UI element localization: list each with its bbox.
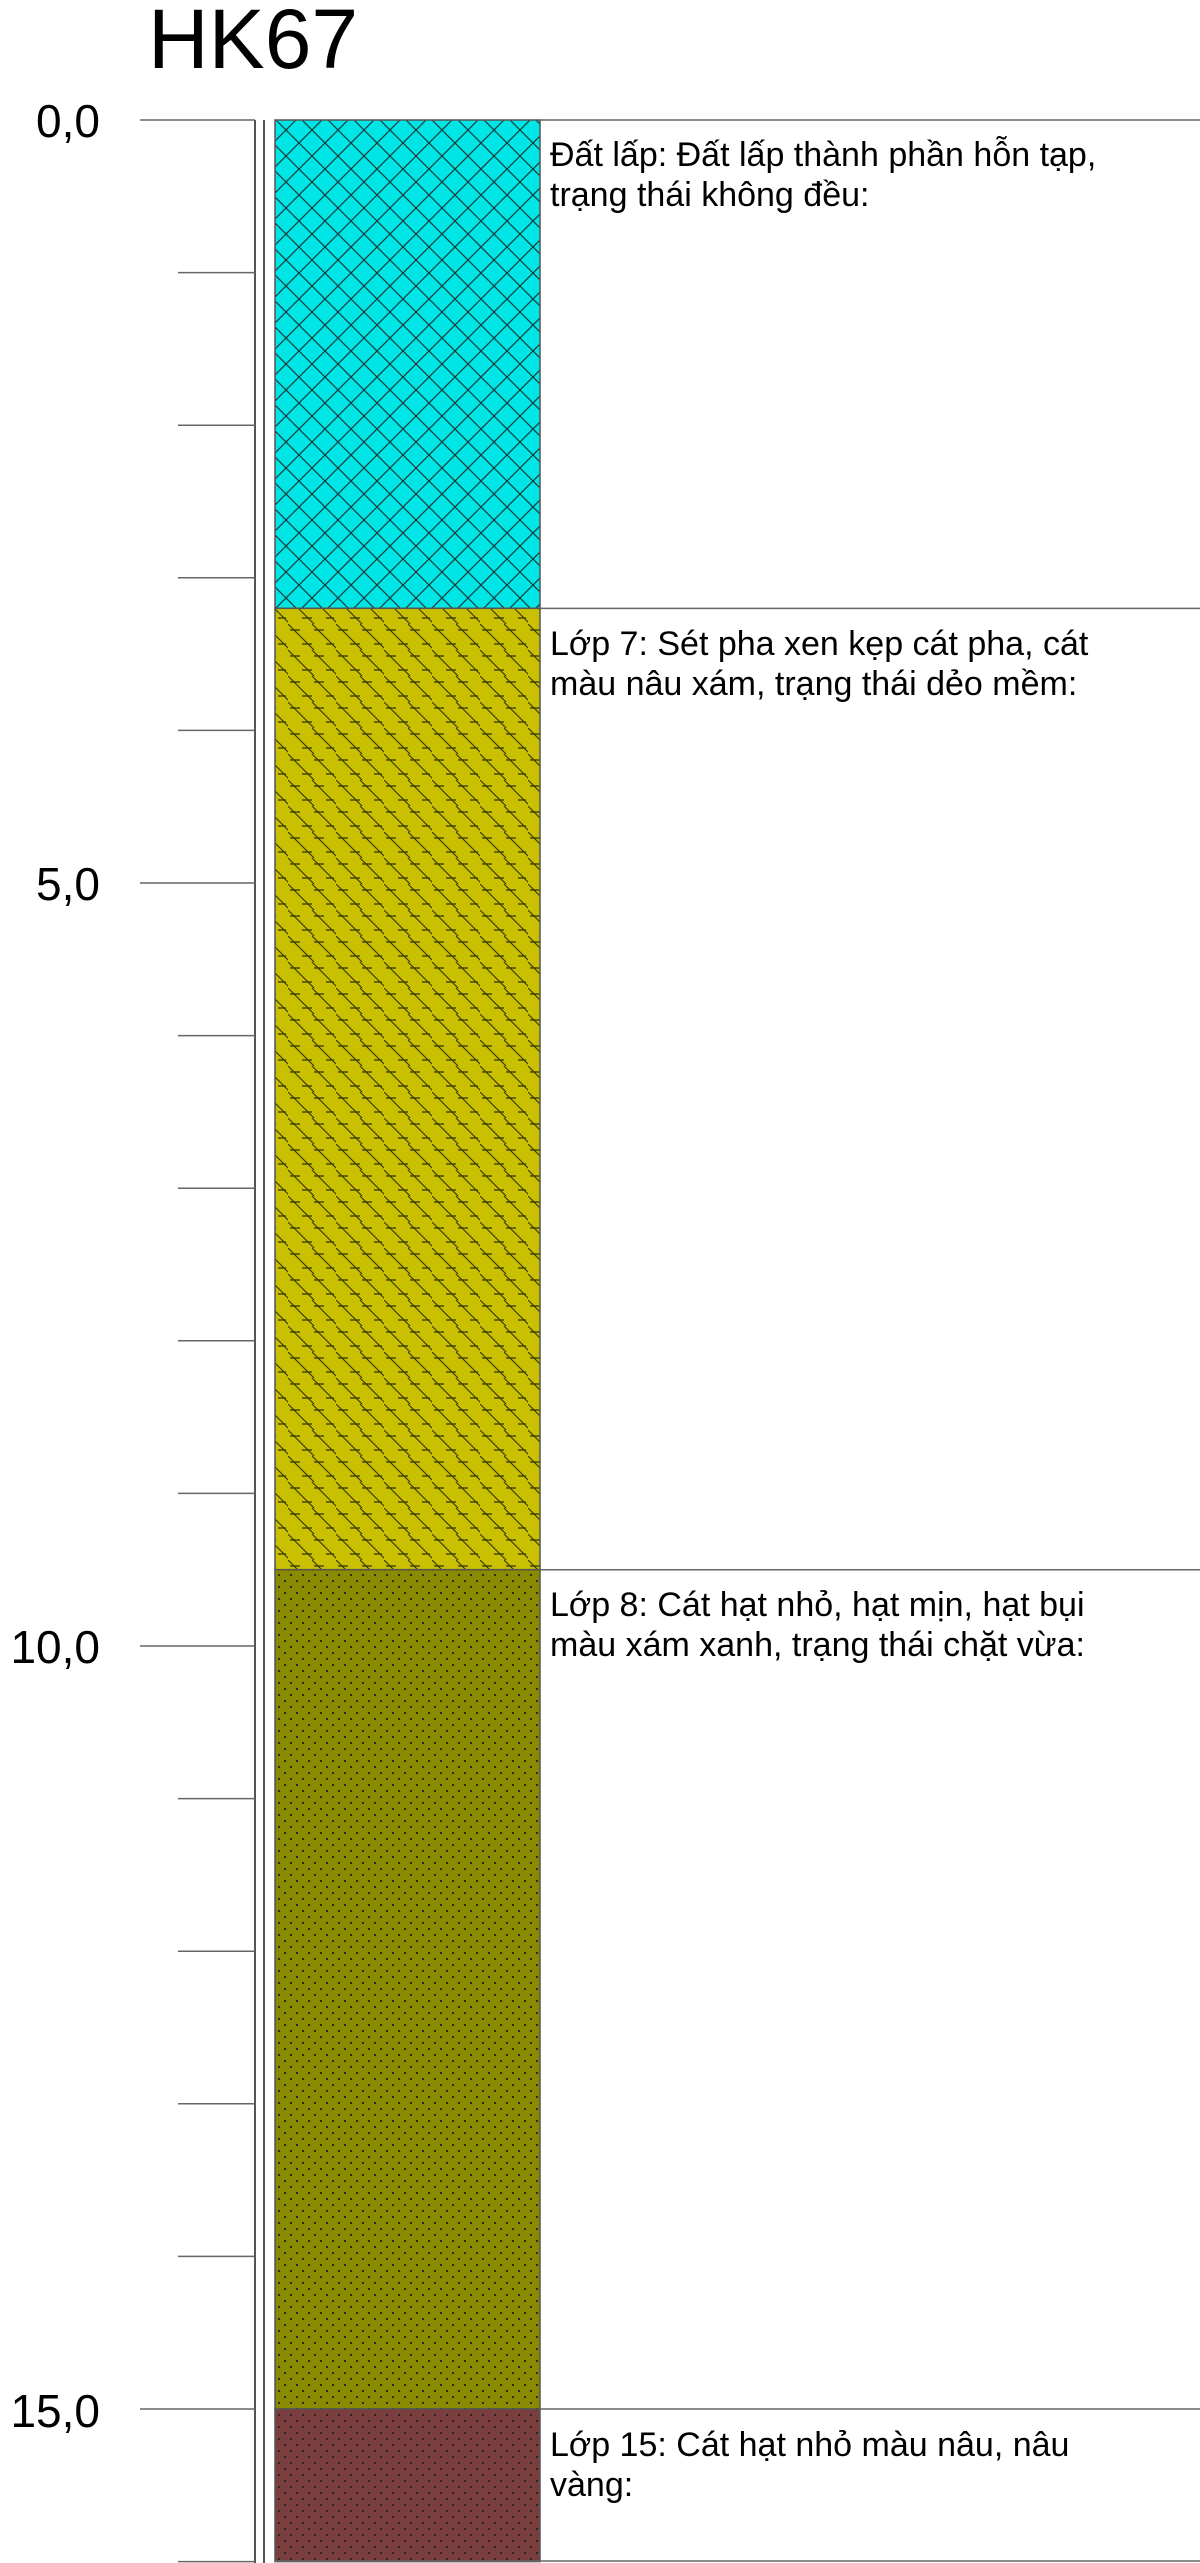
layer-description-line: trạng thái không đều: — [550, 176, 869, 214]
layer-description: Lớp 8: Cát hạt nhỏ, hạt mịn, hạt bụi màu… — [550, 1586, 1094, 1664]
soil-layer-pattern — [274, 2408, 541, 2563]
layer-description-line: màu xám xanh, trạng thái chặt vừa: — [550, 1626, 1085, 1664]
depth-label: 10,0 — [10, 1621, 100, 1673]
soil-layer-pattern — [274, 607, 541, 1571]
layer-description-line: Đất lấp: Đất lấp thành phần hỗn tạp, — [550, 136, 1096, 174]
layer-description-line: màu nâu xám, trạng thái dẻo mềm: — [550, 665, 1077, 703]
layer-description-line: Lớp 8: Cát hạt nhỏ, hạt mịn, hạt bụi — [550, 1586, 1085, 1624]
soil-layer-pattern — [274, 1568, 541, 2410]
layer-description: Lớp 7: Sét pha xen kẹp cát pha, cát màu … — [550, 625, 1098, 703]
layer-description-line: Lớp 15: Cát hạt nhỏ màu nâu, nâu — [550, 2426, 1069, 2464]
layer-description: Đất lấp: Đất lấp thành phần hỗn tạp, trạ… — [550, 136, 1106, 214]
depth-label: 15,0 — [10, 2385, 100, 2437]
layer-descriptions: Đất lấp: Đất lấp thành phần hỗn tạp, trạ… — [550, 136, 1106, 2504]
soil-layers — [274, 119, 1200, 2563]
soil-layer-pattern — [274, 119, 541, 610]
layer-description-line: vàng: — [550, 2466, 633, 2504]
depth-labels: 0,0 5,0 10,0 15,0 — [10, 95, 100, 2437]
borehole-title: HK67 — [148, 0, 358, 86]
depth-label: 5,0 — [36, 858, 100, 910]
depth-label: 0,0 — [36, 95, 100, 147]
layer-description-line: Lớp 7: Sét pha xen kẹp cát pha, cát — [550, 625, 1089, 663]
depth-ticks — [140, 119, 255, 2563]
layer-description: Lớp 15: Cát hạt nhỏ màu nâu, nâu vàng: — [550, 2426, 1079, 2504]
